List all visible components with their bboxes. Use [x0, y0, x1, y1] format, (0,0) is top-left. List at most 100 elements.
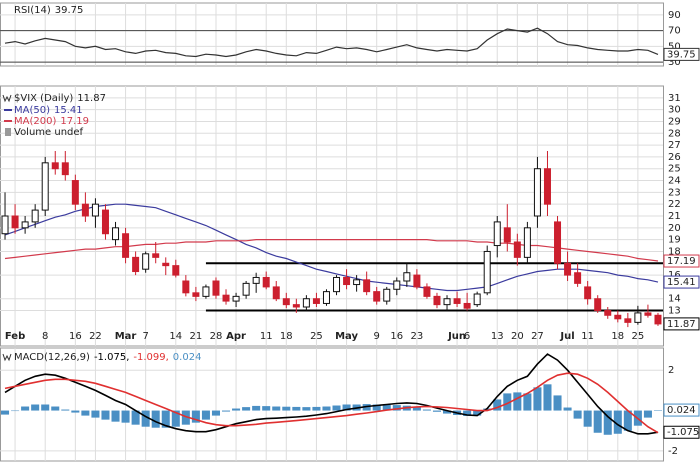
histogram-bar [392, 405, 401, 411]
histogram-bar [342, 404, 351, 411]
legend-item: RSI(14) [14, 5, 51, 16]
legend-item: MA(200) [14, 116, 56, 127]
x-tick-label: Feb [5, 331, 25, 342]
value-box-label: 11.87 [667, 319, 696, 330]
candle-body [192, 292, 200, 297]
histogram-bar [51, 406, 60, 411]
y-tick-label: 70 [668, 26, 681, 37]
x-tick-label: 25 [310, 331, 323, 342]
histogram-bar [61, 409, 70, 411]
x-tick-label: 11 [260, 331, 273, 342]
candle-body [132, 256, 140, 273]
candle-body [584, 286, 592, 300]
panel-frame [0, 347, 664, 462]
value-box-label: 15.41 [667, 277, 696, 288]
x-tick-label: 6 [464, 331, 470, 342]
legend: $VIX (Daily) 11.87 [14, 93, 106, 104]
candle-body [453, 298, 461, 304]
histogram-bar [432, 410, 441, 412]
histogram-bar [151, 410, 160, 428]
histogram-bar [282, 406, 291, 411]
legend-item: MACD(12,26,9) [14, 352, 90, 363]
candle-body [282, 298, 290, 306]
legend-item: 17.19 [60, 116, 89, 127]
histogram-bar [573, 410, 582, 419]
candle-body [634, 312, 642, 323]
x-tick-label: Jul [559, 331, 574, 342]
histogram-bar [242, 407, 251, 411]
y-tick-label: 23 [668, 187, 681, 198]
candle-body [11, 215, 19, 229]
histogram-bar [513, 392, 522, 411]
candle-body [574, 272, 582, 284]
histogram-bar [111, 410, 120, 422]
x-tick-label: 25 [632, 331, 645, 342]
legend: MA(200) 17.19 [14, 116, 89, 127]
candle-body [554, 221, 562, 264]
y-tick-label: 27 [668, 140, 681, 151]
histogram-bar [302, 407, 311, 411]
x-tick-label: 11 [581, 331, 594, 342]
candle-body [81, 203, 89, 217]
candle-body [242, 282, 250, 296]
candle-body [21, 221, 29, 229]
x-tick-label: 8 [42, 331, 48, 342]
histogram-bar [31, 404, 40, 411]
candle-body [594, 298, 602, 312]
candle-body [433, 295, 441, 306]
candle-body [212, 280, 220, 296]
y-tick-label: 2 [668, 365, 674, 376]
candle-body [463, 302, 471, 309]
series-line [4, 353, 659, 435]
x-tick-label: 21 [190, 331, 203, 342]
series-line [4, 372, 659, 434]
candle-body [333, 276, 341, 293]
x-tick-label: 9 [374, 331, 380, 342]
series-line [4, 203, 659, 292]
candle-body [252, 276, 260, 284]
histogram-bar [503, 393, 512, 411]
histogram-bar [593, 410, 602, 433]
y-tick-label: 90 [668, 10, 681, 21]
value-box [663, 403, 700, 417]
histogram-bar [121, 410, 130, 423]
legend-item: -1.099, [133, 352, 168, 363]
x-tick-label: 13 [491, 331, 504, 342]
legend: MA(50) 15.41 [14, 105, 83, 116]
histogram-bar [372, 404, 381, 411]
candle-body [61, 162, 69, 176]
histogram-bar [543, 384, 552, 411]
x-tick-label: 14 [169, 331, 182, 342]
value-box-label: 39.75 [667, 49, 696, 60]
legend-icon [2, 94, 12, 103]
candle-body [142, 253, 150, 270]
histogram-bar [101, 410, 110, 420]
candle-body [262, 276, 270, 288]
histogram-bar [473, 410, 482, 416]
histogram-bar [262, 406, 271, 411]
candle-body [473, 293, 481, 306]
histogram-bar [643, 410, 652, 418]
candle-body [91, 203, 99, 217]
x-tick-label: 18 [611, 331, 624, 342]
value-box [663, 47, 700, 61]
candle-body [523, 227, 531, 258]
y-tick-label: 13 [668, 306, 681, 317]
y-tick-label: 28 [668, 128, 681, 139]
candle-body [403, 272, 411, 282]
x-tick-label: May [335, 331, 358, 342]
histogram-bar [292, 406, 301, 411]
legend-item: -1.075, [94, 352, 129, 363]
x-tick-label: 18 [280, 331, 293, 342]
candle-body [413, 274, 421, 288]
histogram-bar [483, 408, 492, 411]
candle-body [393, 280, 401, 290]
y-tick-label: 22 [668, 199, 681, 210]
value-box [663, 317, 700, 331]
value-box [663, 254, 700, 268]
legend-icon [2, 353, 12, 362]
legend-item: 39.75 [55, 5, 84, 16]
histogram-bar [191, 410, 200, 423]
histogram-bar [211, 410, 220, 416]
